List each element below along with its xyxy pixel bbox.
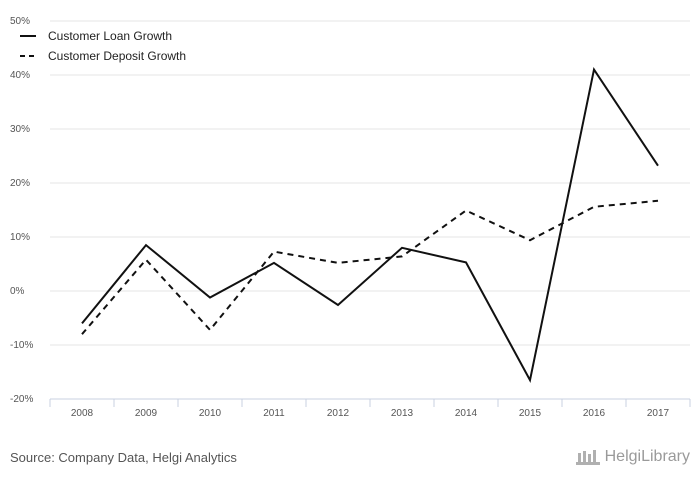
x-tick-label: 2010 <box>199 408 222 419</box>
y-tick-label: 30% <box>10 124 30 135</box>
x-tick-label: 2008 <box>71 408 94 419</box>
x-tick-label: 2016 <box>583 408 606 419</box>
x-tick-label: 2009 <box>135 408 158 419</box>
legend-label-deposit: Customer Deposit Growth <box>48 49 186 63</box>
brand-logo: HelgiLibrary <box>575 448 690 466</box>
legend-item-loan: Customer Loan Growth <box>20 29 172 43</box>
y-tick-label: 40% <box>10 70 30 81</box>
series-line-loan <box>81 67 659 383</box>
y-tick-label: 0% <box>10 286 25 297</box>
source-note: Source: Company Data, Helgi Analytics <box>10 450 237 465</box>
x-axis: 2008 2009 2010 2011 2012 2013 2014 2015 2016 2017 <box>49 398 691 419</box>
y-tick-label: 10% <box>10 232 30 243</box>
library-icon <box>575 450 600 465</box>
legend-label-loan: Customer Loan Growth <box>48 29 172 43</box>
series-line-deposit <box>81 199 659 335</box>
grid-lines <box>50 20 690 400</box>
x-tick-label: 2012 <box>327 408 350 419</box>
y-tick-label: -20% <box>10 394 33 405</box>
y-tick-label: 20% <box>10 178 30 189</box>
y-tick-label: 50% <box>10 16 30 27</box>
legend-item-deposit: Customer Deposit Growth <box>20 49 186 63</box>
x-tick-label: 2011 <box>263 408 285 419</box>
series-lines <box>81 67 659 383</box>
y-axis-ticks: -20% -10% 0% 10% 20% 30% 40% 50% <box>10 16 33 405</box>
brand-name: HelgiLibrary <box>604 448 690 465</box>
x-tick-label: 2013 <box>391 408 414 419</box>
y-tick-label: -10% <box>10 340 33 351</box>
x-tick-label: 2017 <box>647 408 670 419</box>
legend: Customer Loan Growth Customer Deposit Gr… <box>20 29 186 63</box>
x-tick-label: 2014 <box>455 408 478 419</box>
x-tick-label: 2015 <box>519 408 542 419</box>
